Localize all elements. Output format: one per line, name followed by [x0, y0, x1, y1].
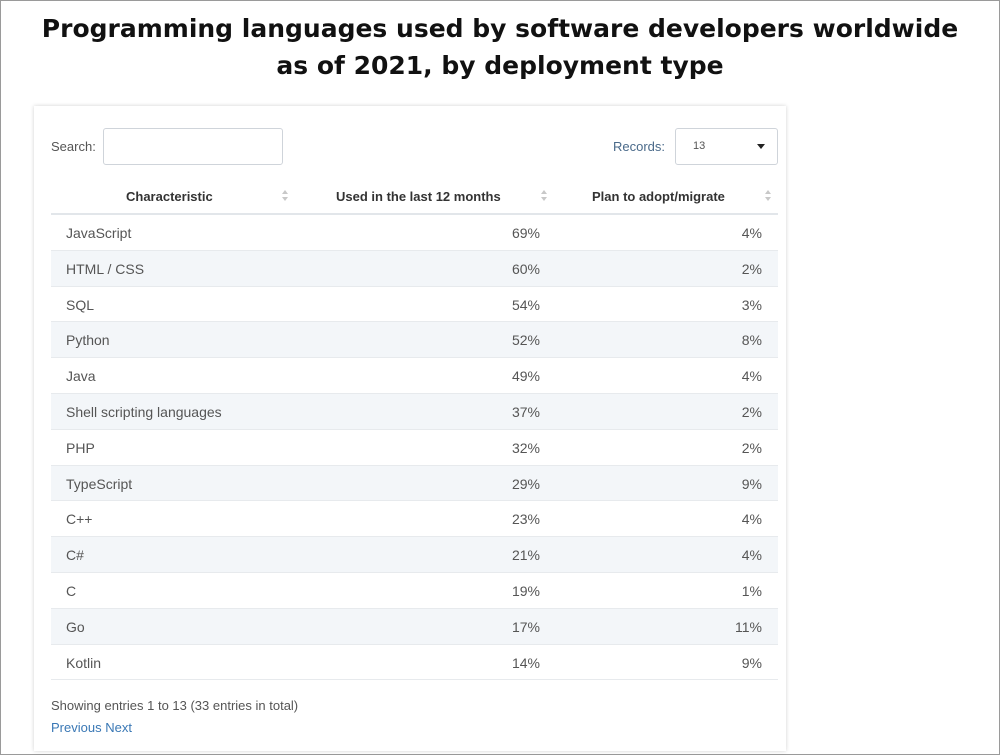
records-value: 13: [693, 140, 706, 152]
table-row: Java 49% 4%: [51, 358, 778, 394]
cell-used: 21%: [511, 547, 540, 564]
cell-plan: 4%: [741, 511, 762, 528]
cell-characteristic: TypeScript: [66, 475, 133, 492]
search-label: Search:: [51, 139, 96, 154]
cell-characteristic: Kotlin: [66, 654, 102, 671]
sort-icon[interactable]: [765, 190, 773, 202]
cell-used: 49%: [511, 368, 540, 385]
next-link[interactable]: Next: [105, 720, 132, 735]
pagination: Previous Next: [51, 720, 132, 735]
cell-characteristic: HTML / CSS: [66, 260, 145, 277]
table-row: C# 21% 4%: [51, 537, 778, 573]
cell-used: 37%: [511, 403, 540, 420]
table-row: Shell scripting languages 37% 2%: [51, 393, 778, 430]
sort-icon[interactable]: [541, 190, 549, 202]
cell-characteristic: SQL: [66, 296, 95, 313]
table-row: PHP 32% 2%: [51, 430, 778, 466]
cell-plan: 4%: [741, 368, 762, 385]
cell-plan: 4%: [741, 547, 762, 564]
table-row: JavaScript 69% 4%: [51, 215, 778, 251]
cell-plan: 9%: [741, 475, 762, 492]
table-row: Go 17% 11%: [51, 608, 778, 645]
table-row: HTML / CSS 60% 2%: [51, 250, 778, 287]
records-select[interactable]: 13: [675, 128, 778, 165]
table-body: JavaScript 69% 4% HTML / CSS 60% 2% SQL 54% 3% Py…: [51, 215, 778, 681]
cell-used: 17%: [511, 618, 540, 635]
table-header: Characteristic Used in the last 12 month…: [51, 178, 778, 215]
title-line-2: as of 2021, by deployment type: [276, 51, 724, 80]
cell-characteristic: C++: [66, 511, 93, 528]
table-row: C++ 23% 4%: [51, 501, 778, 538]
cell-plan: 4%: [741, 225, 762, 241]
cell-used: 19%: [511, 582, 540, 599]
cell-characteristic: Java: [66, 368, 96, 385]
column-header-used[interactable]: Used in the last 12 months: [336, 189, 501, 204]
cell-plan: 2%: [741, 439, 762, 456]
cell-characteristic: Shell scripting languages: [66, 403, 222, 420]
cell-used: 32%: [511, 439, 540, 456]
column-header-characteristic[interactable]: Characteristic: [126, 189, 213, 204]
cell-plan: 2%: [741, 260, 762, 277]
table-row: Kotlin 14% 9%: [51, 645, 778, 681]
cell-used: 60%: [511, 260, 540, 277]
cell-characteristic: PHP: [66, 439, 95, 456]
table-row: TypeScript 29% 9%: [51, 465, 778, 502]
cell-plan: 1%: [741, 582, 762, 599]
cell-characteristic: Go: [66, 618, 85, 635]
cell-used: 54%: [511, 296, 540, 313]
cell-characteristic: C#: [66, 547, 84, 564]
cell-used: 69%: [511, 225, 540, 241]
cell-used: 14%: [511, 654, 540, 671]
cell-characteristic: JavaScript: [66, 225, 132, 241]
column-header-plan[interactable]: Plan to adopt/migrate: [592, 189, 725, 204]
cell-used: 29%: [511, 475, 540, 492]
entries-info: Showing entries 1 to 13 (33 entries in t…: [51, 698, 299, 713]
page-title: Programming languages used by software d…: [0, 10, 1000, 84]
cell-plan: 3%: [741, 296, 762, 313]
records-label: Records:: [613, 139, 666, 154]
title-line-1: Programming languages used by software d…: [41, 14, 959, 43]
cell-characteristic: Python: [66, 332, 110, 349]
previous-link[interactable]: Previous: [51, 720, 102, 735]
table-row: SQL 54% 3%: [51, 287, 778, 323]
table-row: C 19% 1%: [51, 573, 778, 609]
cell-plan: 11%: [735, 618, 762, 635]
cell-characteristic: C: [66, 582, 77, 599]
table-row: Python 52% 8%: [51, 322, 778, 359]
sort-icon[interactable]: [282, 190, 290, 202]
cell-plan: 8%: [741, 332, 762, 349]
cell-used: 23%: [511, 511, 540, 528]
cell-plan: 2%: [741, 403, 762, 420]
caret-down-icon: [757, 144, 765, 149]
search-input[interactable]: [103, 128, 283, 165]
cell-plan: 9%: [741, 654, 762, 671]
cell-used: 52%: [511, 332, 540, 349]
